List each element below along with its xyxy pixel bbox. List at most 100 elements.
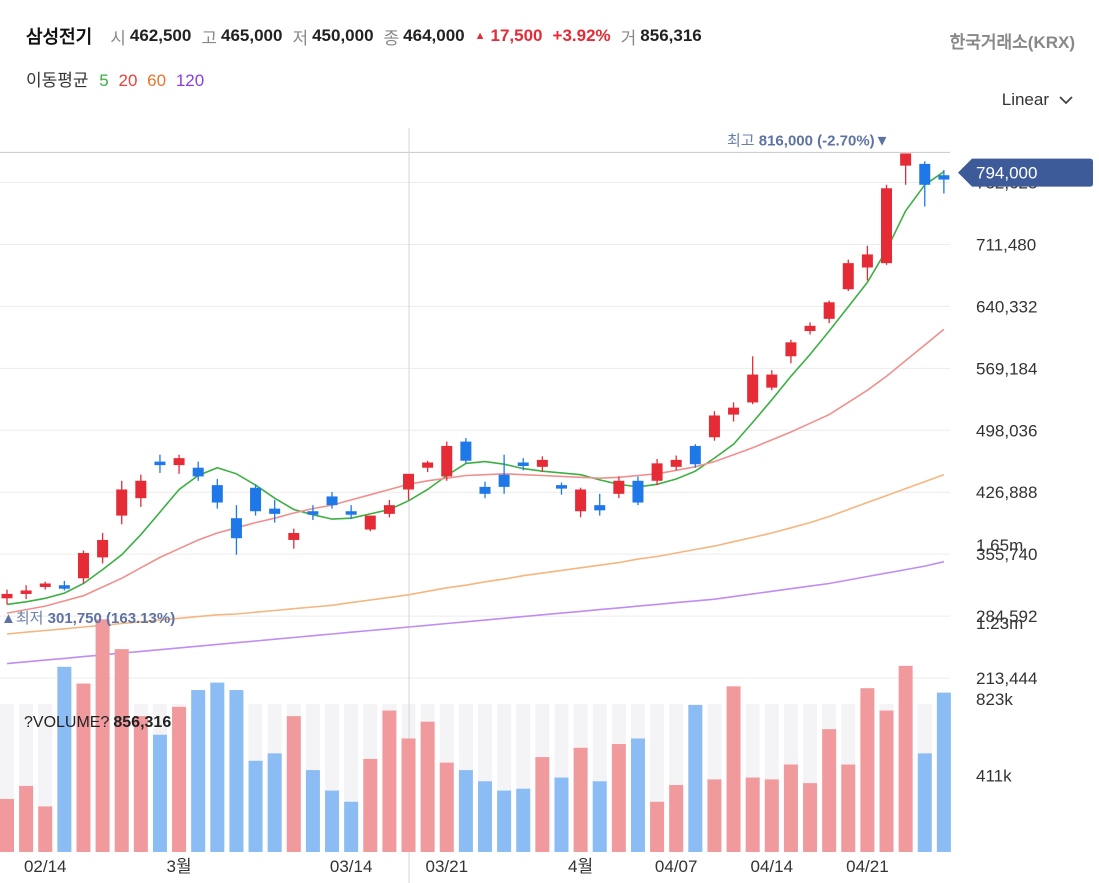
candle-body <box>1 593 13 599</box>
candle-body <box>479 486 491 494</box>
candle-body <box>517 462 529 466</box>
candle-body <box>173 458 185 466</box>
x-axis-label: 04/14 <box>751 857 794 876</box>
volume-bar <box>19 785 34 852</box>
chevron-down-icon <box>1059 95 1073 104</box>
candle <box>20 585 32 600</box>
candle-body <box>154 461 166 466</box>
candle <box>116 480 128 525</box>
volume-bar <box>535 757 550 852</box>
price-tick-label: 498,036 <box>976 421 1037 440</box>
ma-120-label[interactable]: 120 <box>175 71 205 90</box>
volume-bar <box>497 790 512 852</box>
volume-bar <box>172 706 187 852</box>
x-axis-label: 03/21 <box>425 857 468 876</box>
candle-body <box>39 583 51 587</box>
candle <box>173 454 185 474</box>
moving-average-20-line <box>6 328 945 614</box>
volume-bar <box>210 682 225 852</box>
volume-bar <box>764 779 779 852</box>
candle-body <box>861 254 873 268</box>
volume-bar <box>152 734 167 852</box>
volume-bar <box>0 798 14 852</box>
volume-bar <box>325 790 340 852</box>
candle-body <box>345 511 357 515</box>
candle <box>766 370 778 391</box>
open-label: 시 <box>110 28 126 48</box>
candle <box>938 169 950 194</box>
candle <box>211 479 223 509</box>
price-tick-label: 640,332 <box>976 297 1037 316</box>
candle-body <box>651 463 663 481</box>
candle <box>517 458 529 471</box>
candle <box>307 505 319 520</box>
ma-60-label[interactable]: 60 <box>147 71 167 90</box>
candle-body <box>58 585 70 589</box>
candle-body <box>230 518 242 539</box>
candle-body <box>326 496 338 506</box>
candle-body <box>250 487 262 512</box>
ma-5-label[interactable]: 5 <box>99 71 109 90</box>
high-price: 465,000 <box>220 26 283 45</box>
candle <box>708 411 720 441</box>
candle <box>39 581 51 590</box>
high-annotation-arrow: ▼ <box>875 132 890 149</box>
candle-body <box>211 485 223 503</box>
volume-tick-label: 823k <box>976 690 1013 709</box>
candle <box>747 356 759 405</box>
volume-panel-value: 856,316 <box>113 714 172 731</box>
volume-bar <box>76 683 91 852</box>
candle <box>326 492 338 509</box>
candle-body <box>536 459 548 467</box>
volume-panel-label: ?VOLUME? 856,316 <box>24 714 171 732</box>
candle <box>77 550 89 584</box>
candle-body <box>728 407 740 415</box>
volume-bar <box>669 784 684 852</box>
candle-body <box>97 539 109 558</box>
candle-body <box>422 462 434 468</box>
candle-body <box>575 489 587 512</box>
candle-body <box>785 342 797 357</box>
candle-body <box>689 445 701 465</box>
volume-bar <box>630 738 645 852</box>
up-triangle-icon: ▲ <box>474 30 486 42</box>
volume-panel-title: ?VOLUME? <box>24 714 110 731</box>
volume-bar <box>592 781 607 852</box>
candle <box>250 484 262 516</box>
candle-body <box>555 485 567 489</box>
volume-bar <box>478 781 492 852</box>
candle <box>785 339 797 364</box>
candle-body <box>670 459 682 467</box>
close-price: 464,000 <box>403 26 465 45</box>
candle-body <box>842 263 854 290</box>
volume-bar <box>38 806 53 852</box>
volume-bar <box>286 716 301 852</box>
candle <box>804 322 816 335</box>
volume-bar <box>420 721 435 852</box>
candle <box>58 580 70 591</box>
volume-bar <box>248 760 263 852</box>
candle <box>154 454 166 473</box>
volume-tick-label: 1.65m <box>976 536 1023 555</box>
high-annotation: 최고 816,000 (-2.70%)▼ <box>727 132 890 149</box>
candle-body <box>708 415 720 438</box>
candle <box>345 505 357 520</box>
scale-select[interactable]: Linear <box>1002 90 1073 110</box>
candle-body <box>364 515 376 530</box>
candle <box>536 456 548 473</box>
moving-average-legend: 이동평균 5 20 60 120 <box>26 66 209 91</box>
candle-body <box>116 489 128 516</box>
candle <box>651 459 663 486</box>
x-axis-label: 02/14 <box>24 857 67 876</box>
volume-bar <box>650 801 665 852</box>
volume-bar <box>401 738 416 852</box>
volume-bar <box>803 783 818 852</box>
candle <box>594 493 606 516</box>
volume-bar <box>95 619 110 852</box>
candle <box>555 482 567 495</box>
candle <box>192 461 204 481</box>
ma-20-label[interactable]: 20 <box>118 71 138 90</box>
candle-body <box>900 153 912 166</box>
candle-body <box>460 441 472 461</box>
